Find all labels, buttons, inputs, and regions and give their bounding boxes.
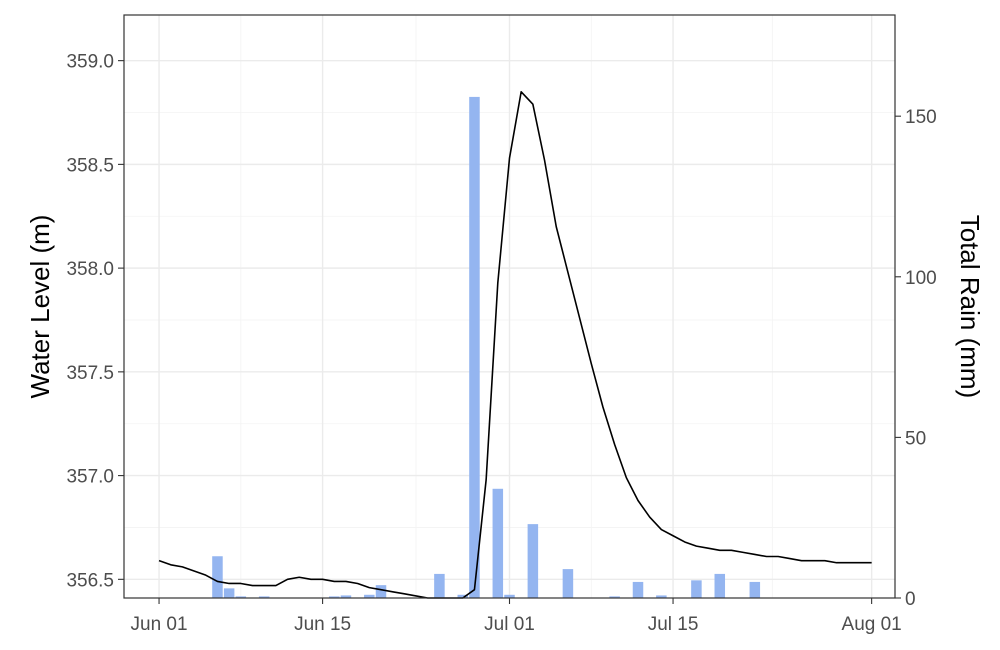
rain-bar — [223, 588, 235, 598]
x-tick-label: Jun 15 — [294, 614, 351, 635]
rain-bar — [691, 580, 702, 598]
rain-bar — [375, 585, 387, 598]
y-left-tick-label: 357.5 — [66, 363, 114, 384]
y-right-tick-label: 0 — [905, 589, 916, 610]
rain-bar — [609, 596, 620, 598]
rain-bar — [656, 595, 667, 598]
rain-bar — [340, 595, 352, 598]
rain-bar — [469, 96, 480, 598]
rain-bar — [434, 573, 445, 598]
rain-bar — [212, 556, 223, 598]
rain-bar — [504, 594, 515, 598]
rain-bar — [492, 488, 504, 598]
x-tick-label: Jul 01 — [484, 614, 535, 635]
water-level-line-group — [158, 90, 872, 599]
y-right-tick-label: 100 — [905, 268, 937, 289]
rain-bar — [457, 594, 469, 598]
rain-bar — [749, 581, 761, 598]
y-left-tick-label: 359.0 — [66, 52, 114, 73]
rain-bar — [329, 596, 340, 598]
rain-bar — [632, 581, 644, 598]
rain-bar — [235, 596, 247, 598]
y-left-tick-label: 358.0 — [66, 259, 114, 280]
x-tick-label: Jun 01 — [131, 614, 188, 635]
x-tick-label: Aug 01 — [842, 614, 902, 635]
rain-bar — [527, 524, 539, 598]
y-axis-right-title: Total Rain (mm) — [955, 215, 985, 398]
y-right-tick-label: 150 — [905, 107, 937, 128]
axes: 356.5 357.0 357.5 358.0 358.5 359.0 0 50 100 150 J… — [66, 52, 936, 635]
y-left-tick-label: 357.0 — [66, 467, 114, 488]
rain-bar — [562, 569, 574, 598]
rain-bar — [364, 594, 375, 598]
water-level-line — [158, 90, 872, 599]
rain-bar — [714, 573, 726, 598]
y-left-tick-label: 358.5 — [66, 155, 114, 176]
y-axis-left-title: Water Level (m) — [25, 215, 55, 399]
gridlines — [124, 15, 895, 598]
x-tick-label: Jul 15 — [648, 614, 699, 635]
y-right-tick-label: 50 — [905, 428, 926, 449]
rain-bar — [258, 596, 270, 598]
y-left-tick-label: 356.5 — [66, 570, 114, 591]
rain-bars — [212, 96, 761, 598]
